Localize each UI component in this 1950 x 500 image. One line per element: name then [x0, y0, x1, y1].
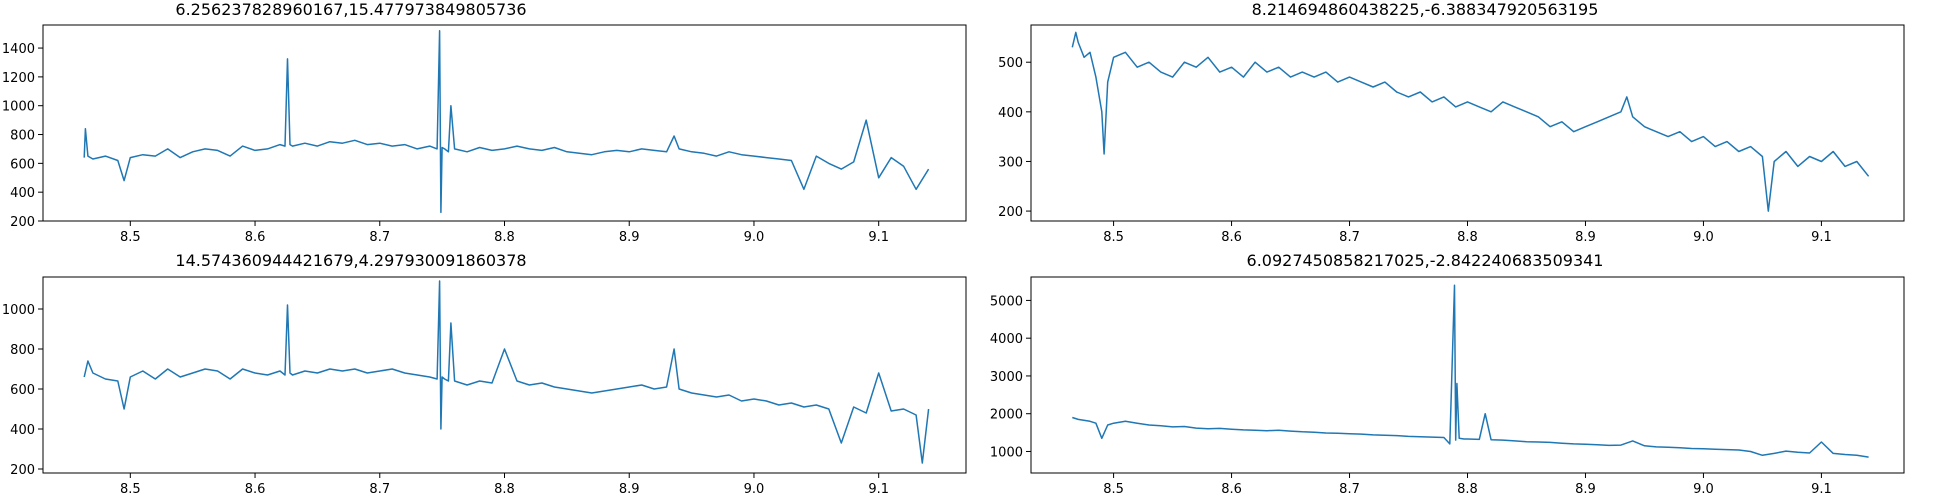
subplot-title: 14.574360944421679,4.297930091860378	[175, 251, 526, 270]
y-tick-label: 3000	[990, 370, 1023, 385]
y-tick-label: 600	[10, 157, 35, 172]
y-tick-label: 200	[10, 215, 35, 230]
y-tick-label: 400	[998, 106, 1023, 121]
x-tick-label: 8.6	[245, 230, 266, 245]
y-tick-label: 5000	[990, 294, 1023, 309]
series-line	[1072, 284, 1869, 458]
subplot-top-left: 6.256237828960167,15.477973849805736 8.5…	[2, 0, 967, 245]
y-tick-label: 200	[998, 205, 1023, 220]
x-tick-label: 8.7	[369, 482, 390, 497]
subplot-title: 6.256237828960167,15.477973849805736	[175, 0, 526, 19]
x-tick-label: 8.5	[120, 230, 141, 245]
x-tick-label: 8.8	[1457, 482, 1478, 497]
x-tick-label: 8.5	[1103, 482, 1124, 497]
x-tick-label: 9.0	[1693, 482, 1714, 497]
y-tick-label: 1000	[990, 445, 1023, 460]
y-tick-label: 500	[998, 56, 1023, 71]
x-tick-label: 8.5	[1103, 230, 1124, 245]
x-tick-label: 9.0	[1693, 230, 1714, 245]
x-tick-label: 8.6	[1221, 482, 1242, 497]
x-tick-label: 9.1	[868, 230, 889, 245]
x-tick-label: 8.7	[1339, 230, 1360, 245]
x-tick-label: 8.9	[619, 230, 640, 245]
x-tick-label: 8.9	[619, 482, 640, 497]
x-tick-label: 8.6	[1221, 230, 1242, 245]
x-tick-label: 9.0	[744, 230, 765, 245]
x-tick-label: 8.6	[245, 482, 266, 497]
y-tick-label: 300	[998, 155, 1023, 170]
subplot-top-right: 8.214694860438225,-6.388347920563195 8.5…	[998, 0, 1905, 245]
series-line	[1071, 31, 1870, 212]
y-tick-label: 400	[10, 186, 35, 201]
series-line	[83, 280, 930, 464]
subplot-title: 8.214694860438225,-6.388347920563195	[1252, 0, 1599, 19]
x-tick-label: 9.1	[1811, 482, 1832, 497]
subplot-title: 6.0927450858217025,-2.842240683509341	[1247, 251, 1604, 270]
y-tick-label: 2000	[990, 408, 1023, 423]
subplot-bottom-right: 6.0927450858217025,-2.842240683509341 8.…	[990, 251, 1905, 497]
y-tick-label: 1400	[2, 42, 35, 57]
x-tick-label: 8.7	[369, 230, 390, 245]
y-tick-label: 1000	[2, 100, 35, 115]
y-tick-label: 800	[10, 343, 35, 358]
y-tick-label: 800	[10, 129, 35, 144]
y-tick-label: 1200	[2, 71, 35, 86]
y-tick-label: 600	[10, 383, 35, 398]
y-tick-label: 400	[10, 423, 35, 438]
series-line	[83, 30, 930, 214]
x-tick-label: 8.9	[1575, 230, 1596, 245]
x-tick-label: 9.1	[1811, 230, 1832, 245]
subplot-bottom-left: 14.574360944421679,4.297930091860378 8.5…	[2, 251, 967, 497]
y-tick-label: 4000	[990, 332, 1023, 347]
y-tick-label: 200	[10, 463, 35, 478]
x-tick-label: 8.7	[1339, 482, 1360, 497]
x-tick-label: 9.0	[744, 482, 765, 497]
x-tick-label: 8.8	[494, 230, 515, 245]
x-tick-label: 8.8	[494, 482, 515, 497]
x-tick-label: 8.5	[120, 482, 141, 497]
y-tick-label: 1000	[2, 303, 35, 318]
x-tick-label: 8.9	[1575, 482, 1596, 497]
x-tick-label: 9.1	[868, 482, 889, 497]
x-tick-label: 8.8	[1457, 230, 1478, 245]
